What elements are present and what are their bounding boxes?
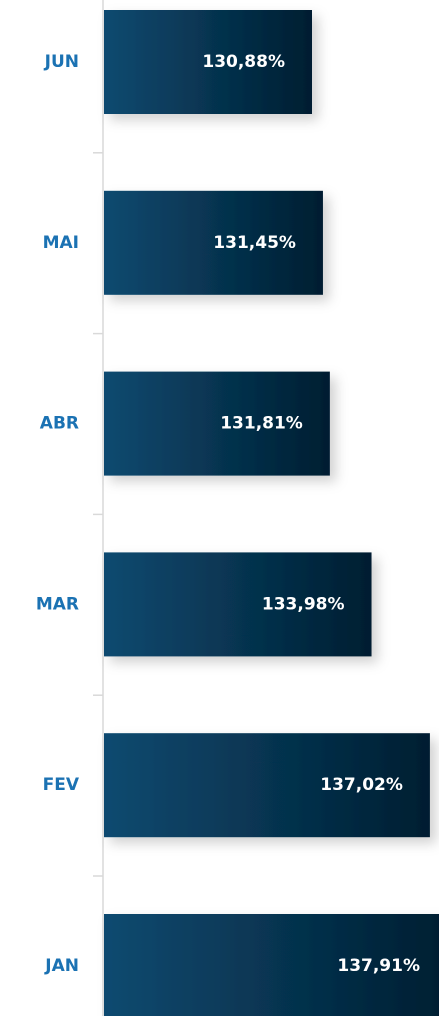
bar: [104, 552, 372, 657]
bar: [104, 190, 323, 295]
bar-value-label: 133,98%: [262, 594, 345, 614]
bar-value-label: 131,45%: [213, 233, 296, 253]
bar-value-label: 131,81%: [220, 414, 303, 434]
bar: [104, 914, 439, 1016]
category-label: MAR: [36, 594, 79, 614]
category-label: MAI: [43, 233, 79, 253]
bar-value-label: 130,88%: [202, 52, 285, 72]
bar: [104, 733, 430, 838]
category-label: JUN: [44, 52, 79, 72]
bar: [104, 371, 330, 476]
bar: [104, 10, 312, 114]
bar-value-label: 137,91%: [337, 956, 420, 976]
category-label: FEV: [43, 775, 80, 795]
category-label: JAN: [44, 956, 79, 976]
category-label: ABR: [40, 414, 79, 434]
bar-value-label: 137,02%: [320, 775, 403, 795]
